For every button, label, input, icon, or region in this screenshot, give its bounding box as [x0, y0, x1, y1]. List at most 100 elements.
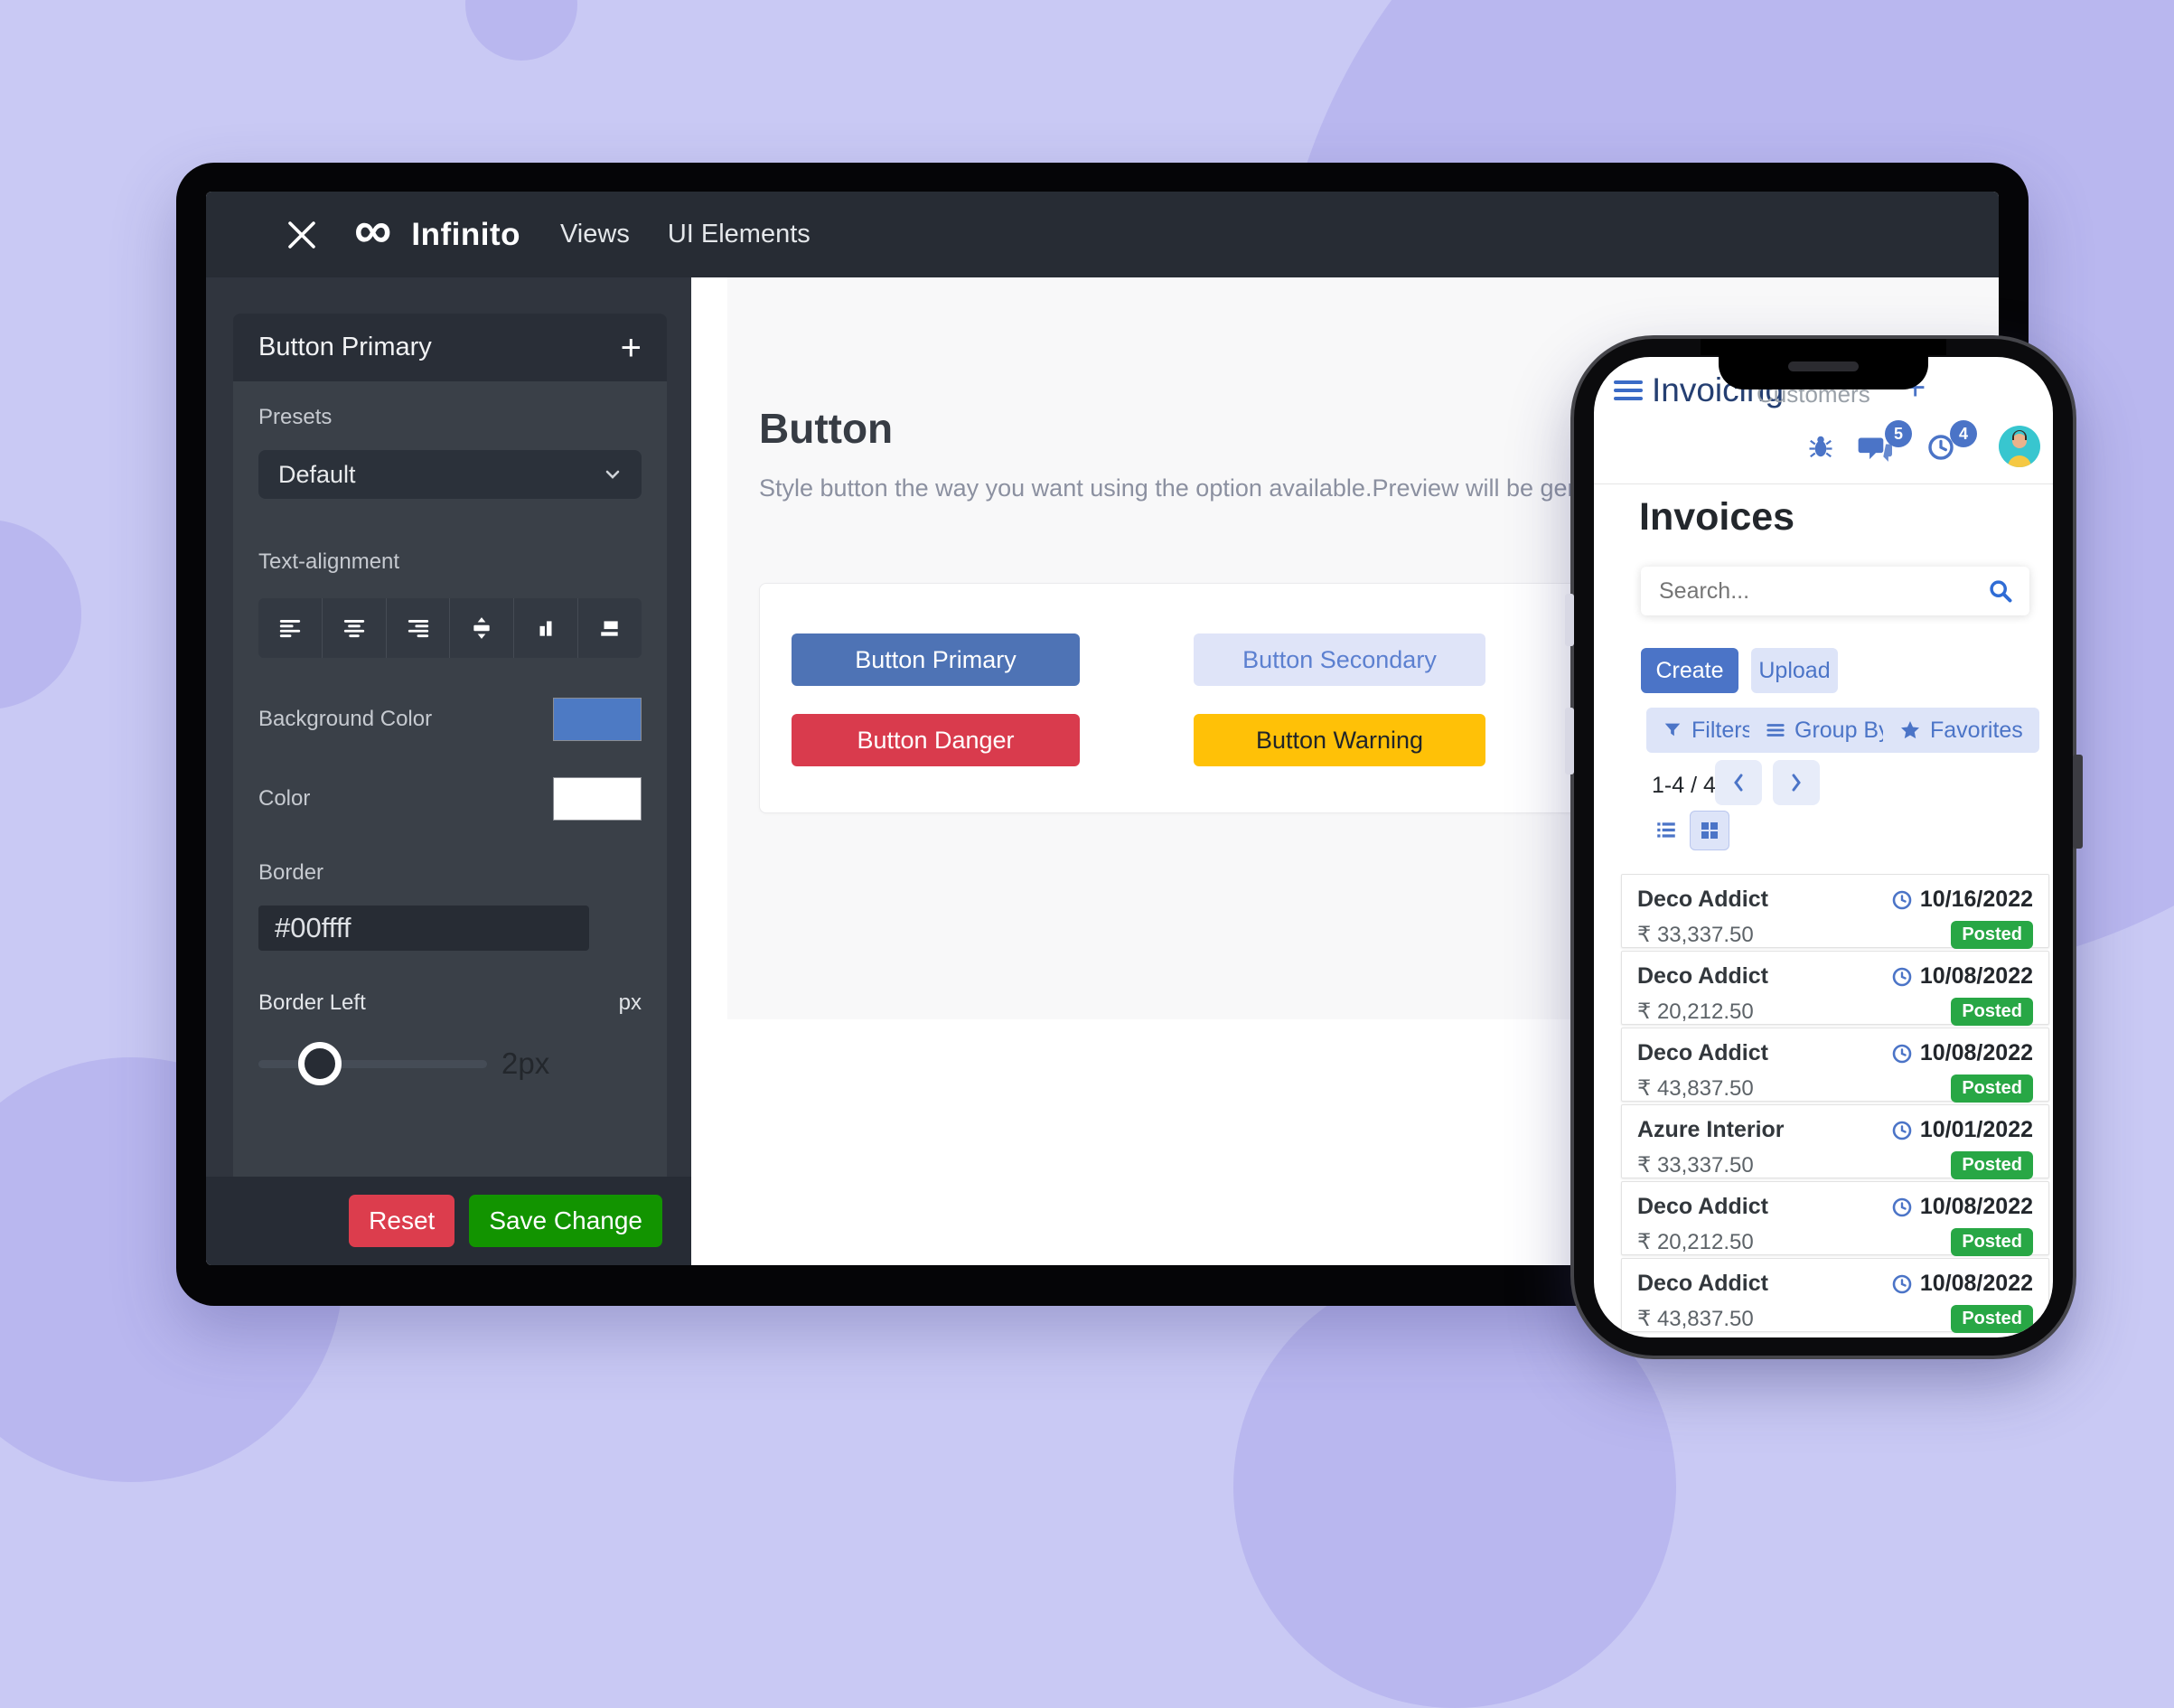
laptop-screen: ∞ Infinito Views UI Elements Button Prim… — [206, 192, 1999, 1265]
invoices-title: Invoices — [1639, 495, 1795, 539]
invoice-row[interactable]: Deco Addict 10/16/2022 ₹ 33,337.50 Poste… — [1621, 874, 2049, 949]
align-right-button[interactable] — [386, 598, 451, 658]
invoice-customer: Deco Addict — [1637, 1040, 1768, 1065]
slider-knob[interactable] — [298, 1042, 342, 1085]
presets-selected-value: Default — [278, 460, 356, 488]
status-badge: Posted — [1951, 1151, 2033, 1179]
activity-badge: 4 — [1950, 420, 1977, 447]
border-color-input[interactable] — [258, 906, 589, 951]
invoice-row[interactable]: Deco Addict 10/08/2022 ₹ 43,837.50 Poste… — [1621, 1028, 2049, 1103]
search-icon[interactable] — [1988, 578, 2013, 604]
slider-track[interactable] — [258, 1042, 487, 1085]
status-badge: Posted — [1951, 921, 2033, 949]
invoice-amount: ₹ 33,337.50 — [1637, 1153, 1754, 1178]
align-center-button[interactable] — [322, 598, 387, 658]
border-left-unit: px — [618, 990, 642, 1015]
presets-label: Presets — [258, 405, 333, 429]
pagination-range: 1-4 / 4 — [1652, 773, 1716, 798]
add-icon[interactable]: + — [620, 327, 642, 368]
clock-icon — [1892, 1044, 1912, 1063]
clock-icon — [1892, 967, 1912, 986]
phone-frame: Invoicing Customers + 5 4 Invoices — [1565, 339, 2083, 1356]
previous-page-button[interactable] — [1715, 760, 1762, 805]
list-view-toggle[interactable] — [1646, 811, 1686, 850]
star-icon — [1901, 721, 1919, 739]
color-label: Color — [258, 786, 311, 811]
invoice-amount: ₹ 43,837.50 — [1637, 1307, 1754, 1331]
border-left-slider: 2px — [258, 1042, 642, 1085]
invoice-row[interactable]: Deco Addict 10/08/2022 ₹ 20,212.50 Poste… — [1621, 951, 2049, 1026]
group-by-icon — [1766, 724, 1785, 737]
chevron-down-icon — [605, 470, 620, 479]
presets-select[interactable]: Default — [258, 450, 642, 499]
invoice-date: 10/01/2022 — [1891, 1117, 2033, 1143]
invoice-date: 10/16/2022 — [1891, 887, 2033, 913]
search-box — [1641, 567, 2029, 615]
clock-icon — [1892, 1197, 1912, 1216]
close-icon[interactable] — [286, 219, 318, 251]
next-page-button[interactable] — [1773, 760, 1820, 805]
invoice-date: 10/08/2022 — [1891, 1040, 2033, 1066]
activity-clock-icon[interactable] — [1926, 433, 1955, 466]
filters-button[interactable]: Filters — [1646, 708, 1770, 753]
invoice-row[interactable]: Deco Addict 10/08/2022 ₹ 20,212.50 Poste… — [1621, 1181, 2049, 1256]
alignment-label: Text-alignment — [258, 549, 400, 574]
invoice-row[interactable]: Deco Addict 10/08/2022 ₹ 43,837.50 Poste… — [1621, 1258, 2049, 1333]
messages-icon[interactable] — [1858, 433, 1894, 470]
nav-link-views[interactable]: Views — [559, 220, 630, 249]
border-left-label: Border Left — [258, 990, 366, 1015]
status-badge: Posted — [1951, 1228, 2033, 1256]
invoice-customer: Azure Interior — [1637, 1117, 1785, 1142]
top-navbar: ∞ Infinito Views UI Elements — [206, 192, 1999, 277]
infinity-logo-icon: ∞ — [354, 200, 392, 259]
status-badge: Posted — [1951, 1075, 2033, 1103]
search-input[interactable] — [1657, 577, 1988, 605]
invoice-date: 10/08/2022 — [1891, 1194, 2033, 1220]
messages-badge: 5 — [1885, 420, 1912, 447]
nav-link-ui-elements[interactable]: UI Elements — [667, 220, 811, 249]
button-secondary-preview[interactable]: Button Secondary — [1194, 633, 1485, 686]
status-badge: Posted — [1951, 998, 2033, 1026]
volume-down-button — [1565, 708, 1574, 774]
group-by-button[interactable]: Group By — [1749, 708, 1907, 753]
button-danger-preview[interactable]: Button Danger — [792, 714, 1080, 766]
invoice-customer: Deco Addict — [1637, 887, 1768, 912]
align-vertical-center-button[interactable] — [450, 598, 515, 658]
align-bottom-button[interactable] — [514, 598, 579, 658]
bug-icon[interactable] — [1807, 433, 1834, 465]
user-avatar[interactable] — [1999, 426, 2040, 467]
page-description: Style button the way you want using the … — [759, 474, 1603, 502]
menu-icon[interactable] — [1614, 380, 1643, 405]
save-change-button[interactable]: Save Change — [469, 1195, 662, 1247]
invoice-customer: Deco Addict — [1637, 963, 1768, 989]
invoice-amount: ₹ 43,837.50 — [1637, 1076, 1754, 1101]
status-badge: Posted — [1951, 1305, 2033, 1333]
clock-icon — [1892, 1121, 1912, 1140]
invoice-row[interactable]: Azure Interior 10/01/2022 ₹ 33,337.50 Po… — [1621, 1104, 2049, 1179]
clock-icon — [1892, 1274, 1912, 1293]
brand-name: Infinito — [411, 216, 520, 252]
create-button[interactable]: Create — [1641, 648, 1738, 693]
panel-body: Presets Default Text-alignment — [233, 381, 667, 1177]
power-button — [2073, 755, 2083, 849]
panel-header: Button Primary + — [233, 314, 667, 381]
color-swatch[interactable] — [553, 777, 642, 821]
panel-title: Button Primary — [258, 333, 432, 361]
align-block-right-button[interactable] — [578, 598, 642, 658]
button-warning-preview[interactable]: Button Warning — [1194, 714, 1485, 766]
nav-links: Views UI Elements — [560, 220, 811, 249]
reset-button[interactable]: Reset — [349, 1195, 455, 1247]
upload-button[interactable]: Upload — [1751, 648, 1838, 693]
grid-view-toggle[interactable] — [1690, 811, 1729, 850]
funnel-icon — [1664, 723, 1681, 737]
align-left-button[interactable] — [258, 598, 323, 658]
alignment-buttons — [258, 598, 642, 658]
phone-screen: Invoicing Customers + 5 4 Invoices — [1594, 357, 2053, 1337]
invoice-customer: Deco Addict — [1637, 1194, 1768, 1219]
invoice-amount: ₹ 20,212.50 — [1637, 1230, 1754, 1254]
favorites-button[interactable]: Favorites — [1883, 708, 2039, 753]
background-color-swatch[interactable] — [553, 698, 642, 741]
sidebar-footer: Reset Save Change — [206, 1177, 691, 1265]
speaker-slot — [1788, 361, 1859, 371]
button-primary-preview[interactable]: Button Primary — [792, 633, 1080, 686]
